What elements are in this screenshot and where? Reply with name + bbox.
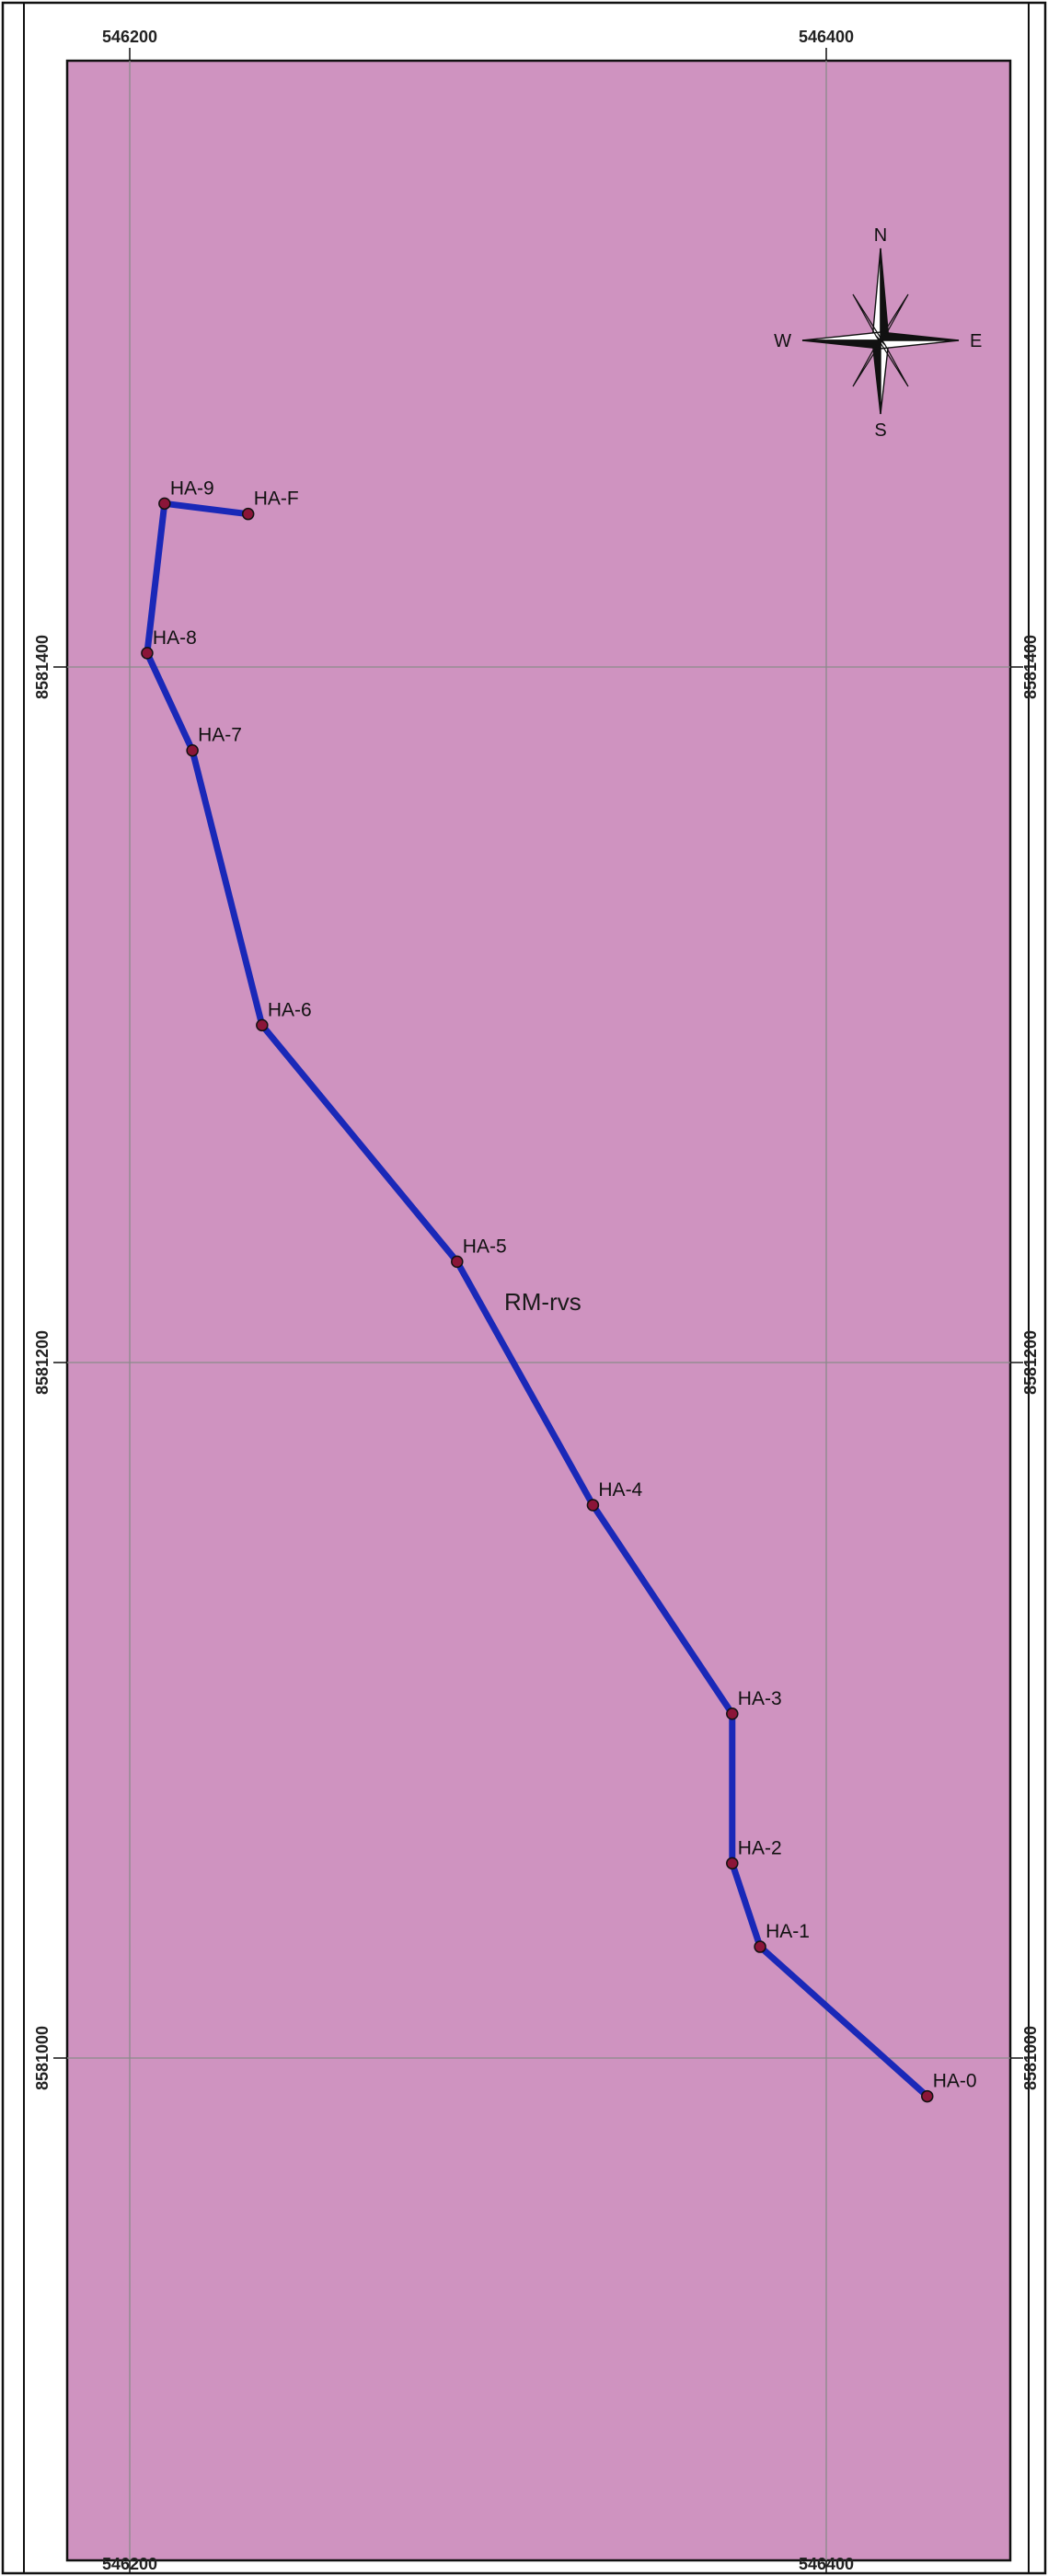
vertex-label: HA-F: [254, 489, 299, 510]
compass-east-label: E: [970, 331, 982, 351]
compass-north-label: N: [874, 225, 887, 246]
route-vertices: HA-0 HA-1 HA-2 HA-3 HA-4 HA-5 HA-6 HA-7 HA-8 HA-9…: [141, 477, 977, 2103]
northing-label-right: 8581400: [1021, 635, 1040, 699]
vertex-marker: [256, 1018, 269, 1032]
vertex-marker: [141, 647, 154, 660]
vertex-label: HA-4: [598, 1479, 642, 1501]
compass-west-label: W: [774, 331, 791, 351]
area-label: RM-rvs: [504, 1288, 582, 1316]
coordinate-tick-labels: 546200 546200 546400 546400 8581400 8581400 85…: [33, 28, 1040, 2573]
vertex-label: HA-1: [766, 1921, 810, 1942]
vertex-label: HA-7: [198, 725, 242, 746]
vertex-label: HA-0: [933, 2071, 977, 2092]
vertex-label: HA-2: [738, 1837, 782, 1858]
vertex-marker: [186, 743, 199, 757]
vertex-label: HA-8: [153, 627, 197, 649]
north-arrow: N S E W: [774, 225, 982, 441]
vertex-marker: [726, 1857, 739, 1870]
vertex-label: HA-6: [268, 999, 312, 1020]
vertex-marker: [754, 1940, 766, 1953]
map-area: [65, 59, 1012, 2562]
vertex-marker: [451, 1255, 464, 1269]
vertex-marker: [241, 507, 255, 521]
vertex-marker: [586, 1499, 600, 1512]
northing-label-right: 8581000: [1021, 2026, 1040, 2090]
northing-label-right: 8581200: [1021, 1330, 1040, 1395]
vertex-marker: [726, 1708, 739, 1720]
vertex-label: HA-5: [463, 1236, 507, 1257]
compass-south-label: S: [874, 420, 886, 441]
easting-label-bottom: 546400: [799, 2555, 854, 2573]
vertex-label: HA-9: [170, 477, 214, 499]
vertex-marker: [158, 497, 171, 511]
northing-label-left: 8581200: [33, 1330, 52, 1395]
easting-label-top: 546400: [799, 28, 854, 46]
vertex-marker: [921, 2089, 934, 2103]
easting-label-bottom: 546200: [102, 2555, 157, 2573]
northing-label-left: 8581000: [33, 2026, 52, 2090]
easting-label-top: 546200: [102, 28, 157, 46]
grid-lines: [53, 48, 1023, 2573]
northing-label-left: 8581400: [33, 635, 52, 699]
compass-star-icon: [801, 247, 960, 415]
vertex-label: HA-3: [738, 1688, 782, 1709]
